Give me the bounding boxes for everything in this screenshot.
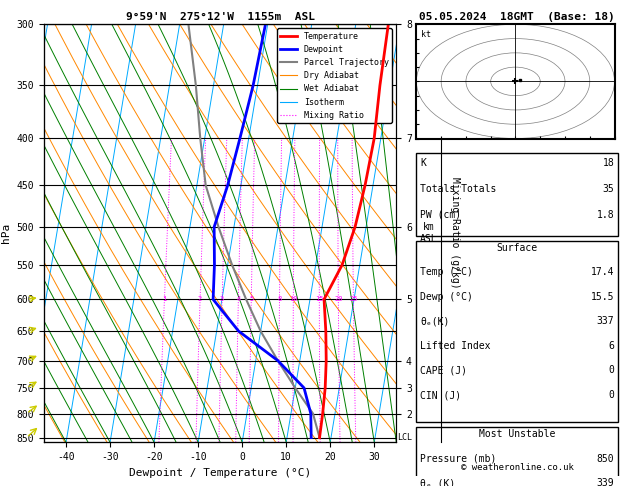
- Text: 8: 8: [277, 296, 282, 302]
- Text: 25: 25: [349, 296, 358, 302]
- Text: 2: 2: [198, 296, 202, 302]
- Y-axis label: km
ASL: km ASL: [420, 223, 437, 244]
- Text: Temp (°C): Temp (°C): [420, 267, 473, 278]
- Bar: [416, 154, 618, 236]
- Text: 15.5: 15.5: [591, 292, 615, 302]
- Text: 17.4: 17.4: [591, 267, 615, 278]
- Text: 35: 35: [603, 184, 615, 194]
- Title: 9°59'N  275°12'W  1155m  ASL: 9°59'N 275°12'W 1155m ASL: [126, 12, 314, 22]
- Text: CIN (J): CIN (J): [420, 390, 462, 400]
- Text: Most Unstable: Most Unstable: [479, 429, 555, 439]
- Text: PW (cm): PW (cm): [420, 210, 462, 220]
- Text: Surface: Surface: [497, 243, 538, 253]
- Text: 339: 339: [597, 478, 615, 486]
- Text: 10: 10: [289, 296, 298, 302]
- Text: 850: 850: [597, 453, 615, 464]
- Text: 20: 20: [334, 296, 343, 302]
- Text: K: K: [420, 158, 426, 168]
- Text: 05.05.2024  18GMT  (Base: 18): 05.05.2024 18GMT (Base: 18): [420, 12, 615, 22]
- Text: Totals Totals: Totals Totals: [420, 184, 497, 194]
- Text: kt: kt: [421, 30, 431, 39]
- Text: θₑ(K): θₑ(K): [420, 316, 450, 327]
- Text: θₑ (K): θₑ (K): [420, 478, 455, 486]
- Text: 337: 337: [597, 316, 615, 327]
- Text: 1.8: 1.8: [597, 210, 615, 220]
- Text: Dewp (°C): Dewp (°C): [420, 292, 473, 302]
- Text: 4: 4: [237, 296, 240, 302]
- Text: © weatheronline.co.uk: © weatheronline.co.uk: [461, 463, 574, 471]
- Bar: [416, 241, 618, 422]
- Text: LCL: LCL: [398, 433, 413, 442]
- Text: 0: 0: [608, 390, 615, 400]
- Text: 18: 18: [603, 158, 615, 168]
- Y-axis label: hPa: hPa: [1, 223, 11, 243]
- Text: Pressure (mb): Pressure (mb): [420, 453, 497, 464]
- X-axis label: Dewpoint / Temperature (°C): Dewpoint / Temperature (°C): [129, 468, 311, 478]
- Text: 0: 0: [608, 365, 615, 376]
- Text: 3: 3: [220, 296, 225, 302]
- Y-axis label: Mixing Ratio (g/kg): Mixing Ratio (g/kg): [450, 177, 460, 289]
- Bar: [416, 427, 618, 486]
- Text: 15: 15: [315, 296, 323, 302]
- Text: 1: 1: [162, 296, 167, 302]
- Text: 6: 6: [608, 341, 615, 351]
- Text: Lifted Index: Lifted Index: [420, 341, 491, 351]
- Legend: Temperature, Dewpoint, Parcel Trajectory, Dry Adiabat, Wet Adiabat, Isotherm, Mi: Temperature, Dewpoint, Parcel Trajectory…: [277, 29, 392, 123]
- Text: 5: 5: [249, 296, 253, 302]
- Text: CAPE (J): CAPE (J): [420, 365, 467, 376]
